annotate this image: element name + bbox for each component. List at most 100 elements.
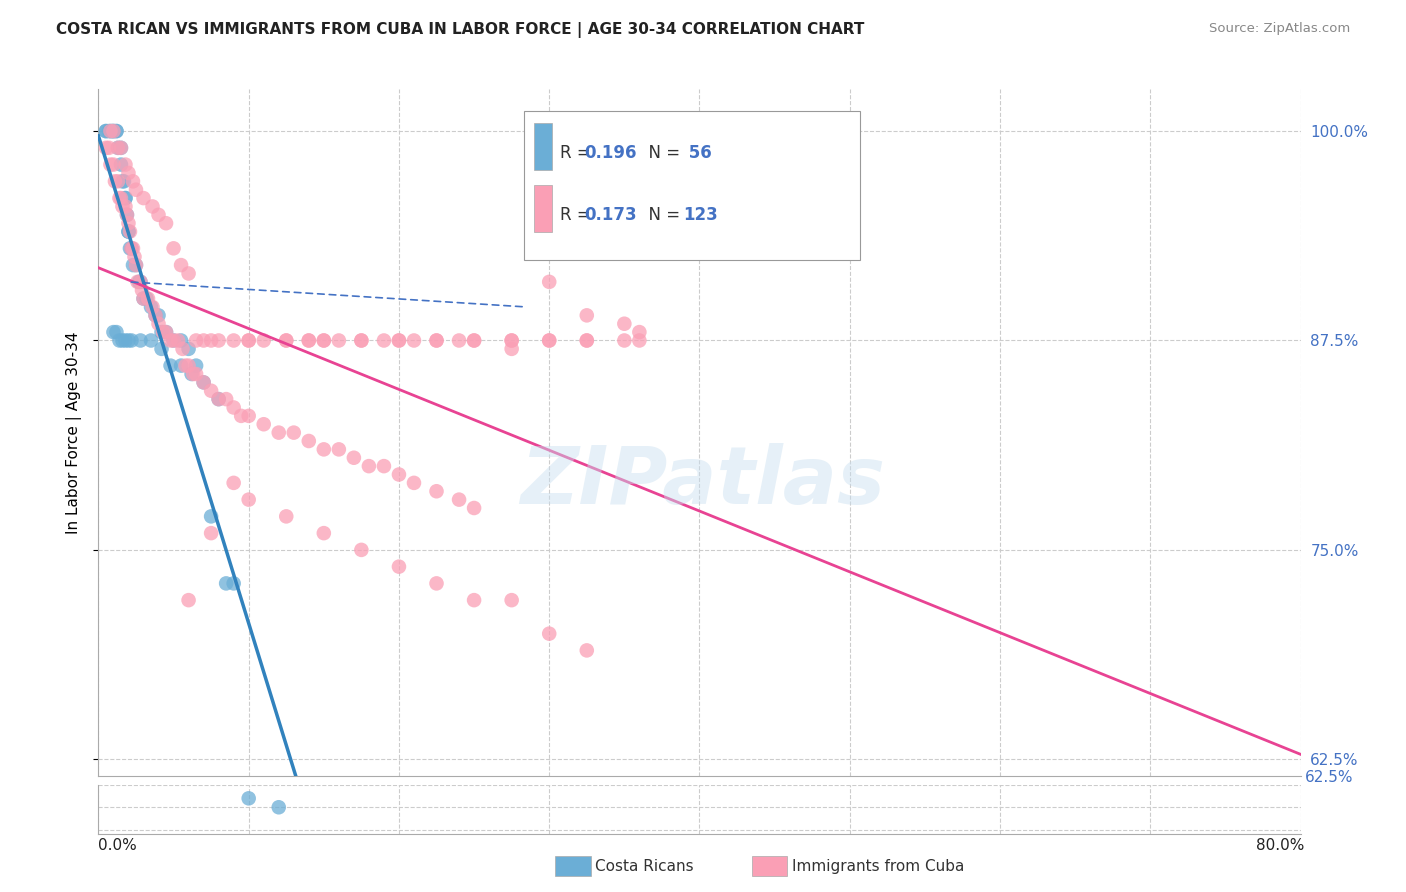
Point xyxy=(501,334,523,348)
Point xyxy=(501,342,523,356)
Point xyxy=(575,334,598,348)
Point xyxy=(114,334,136,348)
Point xyxy=(312,526,335,541)
Point xyxy=(350,334,373,348)
Point xyxy=(124,250,146,264)
Text: 80.0%: 80.0% xyxy=(1257,838,1305,853)
Point xyxy=(402,475,425,490)
Point xyxy=(312,334,335,348)
Point xyxy=(110,141,132,155)
Point xyxy=(114,191,136,205)
Text: N =: N = xyxy=(638,206,685,224)
Point xyxy=(222,576,245,591)
Point xyxy=(215,392,238,406)
Point xyxy=(104,174,127,188)
Point xyxy=(145,309,167,323)
Point xyxy=(193,376,215,390)
Point xyxy=(373,459,395,474)
Point xyxy=(174,359,197,373)
Point xyxy=(121,334,143,348)
Point xyxy=(122,241,145,255)
Point xyxy=(200,334,222,348)
Point xyxy=(283,425,305,440)
Point xyxy=(425,576,447,591)
Point xyxy=(114,158,136,172)
Point xyxy=(150,325,173,339)
Point xyxy=(170,334,193,348)
Point xyxy=(170,258,193,272)
Point xyxy=(276,509,298,524)
Point xyxy=(159,359,181,373)
Text: 56: 56 xyxy=(683,144,711,161)
Text: R =: R = xyxy=(560,206,596,224)
Point xyxy=(111,334,134,348)
Point xyxy=(463,593,485,607)
Point xyxy=(628,325,651,339)
Point xyxy=(105,124,128,138)
Point xyxy=(148,208,170,222)
Point xyxy=(177,593,200,607)
Point xyxy=(118,225,141,239)
Point xyxy=(97,124,120,138)
Text: 123: 123 xyxy=(683,206,717,224)
Point xyxy=(114,199,136,213)
Point xyxy=(117,225,139,239)
Point xyxy=(162,334,184,348)
Point xyxy=(162,241,184,255)
Point xyxy=(613,334,636,348)
Point xyxy=(208,392,231,406)
Point xyxy=(538,334,561,348)
Point xyxy=(100,124,122,138)
Point xyxy=(121,241,143,255)
Point xyxy=(100,124,122,138)
Point xyxy=(613,317,636,331)
Y-axis label: In Labor Force | Age 30-34: In Labor Force | Age 30-34 xyxy=(66,331,83,534)
Point xyxy=(110,191,132,205)
Point xyxy=(115,208,138,222)
Point xyxy=(267,425,290,440)
Point xyxy=(139,300,162,314)
Point xyxy=(103,158,125,172)
Point xyxy=(170,359,193,373)
Point xyxy=(628,334,651,348)
Point xyxy=(328,442,350,457)
Bar xyxy=(555,856,591,876)
Point xyxy=(139,334,162,348)
Text: Source: ZipAtlas.com: Source: ZipAtlas.com xyxy=(1209,22,1350,36)
Text: N =: N = xyxy=(638,144,685,161)
Point xyxy=(238,791,260,805)
FancyBboxPatch shape xyxy=(523,111,860,260)
Point xyxy=(127,275,149,289)
Text: COSTA RICAN VS IMMIGRANTS FROM CUBA IN LABOR FORCE | AGE 30-34 CORRELATION CHART: COSTA RICAN VS IMMIGRANTS FROM CUBA IN L… xyxy=(56,22,865,38)
Text: 0.0%: 0.0% xyxy=(98,838,138,853)
Point xyxy=(208,334,231,348)
Bar xyxy=(752,856,787,876)
Point xyxy=(200,384,222,398)
Point xyxy=(159,334,181,348)
Point xyxy=(122,174,145,188)
Point xyxy=(238,334,260,348)
Point xyxy=(238,334,260,348)
Point xyxy=(107,141,129,155)
Point xyxy=(575,643,598,657)
Point xyxy=(114,191,136,205)
Point xyxy=(101,124,124,138)
Point xyxy=(177,342,200,356)
Point xyxy=(108,334,131,348)
Point xyxy=(117,216,139,230)
Point xyxy=(328,334,350,348)
Point xyxy=(312,334,335,348)
Point xyxy=(131,283,153,297)
Point xyxy=(575,334,598,348)
Point xyxy=(231,409,253,423)
Point xyxy=(117,225,139,239)
Point xyxy=(110,158,132,172)
Point xyxy=(125,258,148,272)
Point xyxy=(172,342,194,356)
Point xyxy=(463,334,485,348)
Point xyxy=(200,526,222,541)
Point xyxy=(97,141,120,155)
Point xyxy=(135,292,157,306)
Point xyxy=(463,501,485,516)
Point xyxy=(107,174,129,188)
